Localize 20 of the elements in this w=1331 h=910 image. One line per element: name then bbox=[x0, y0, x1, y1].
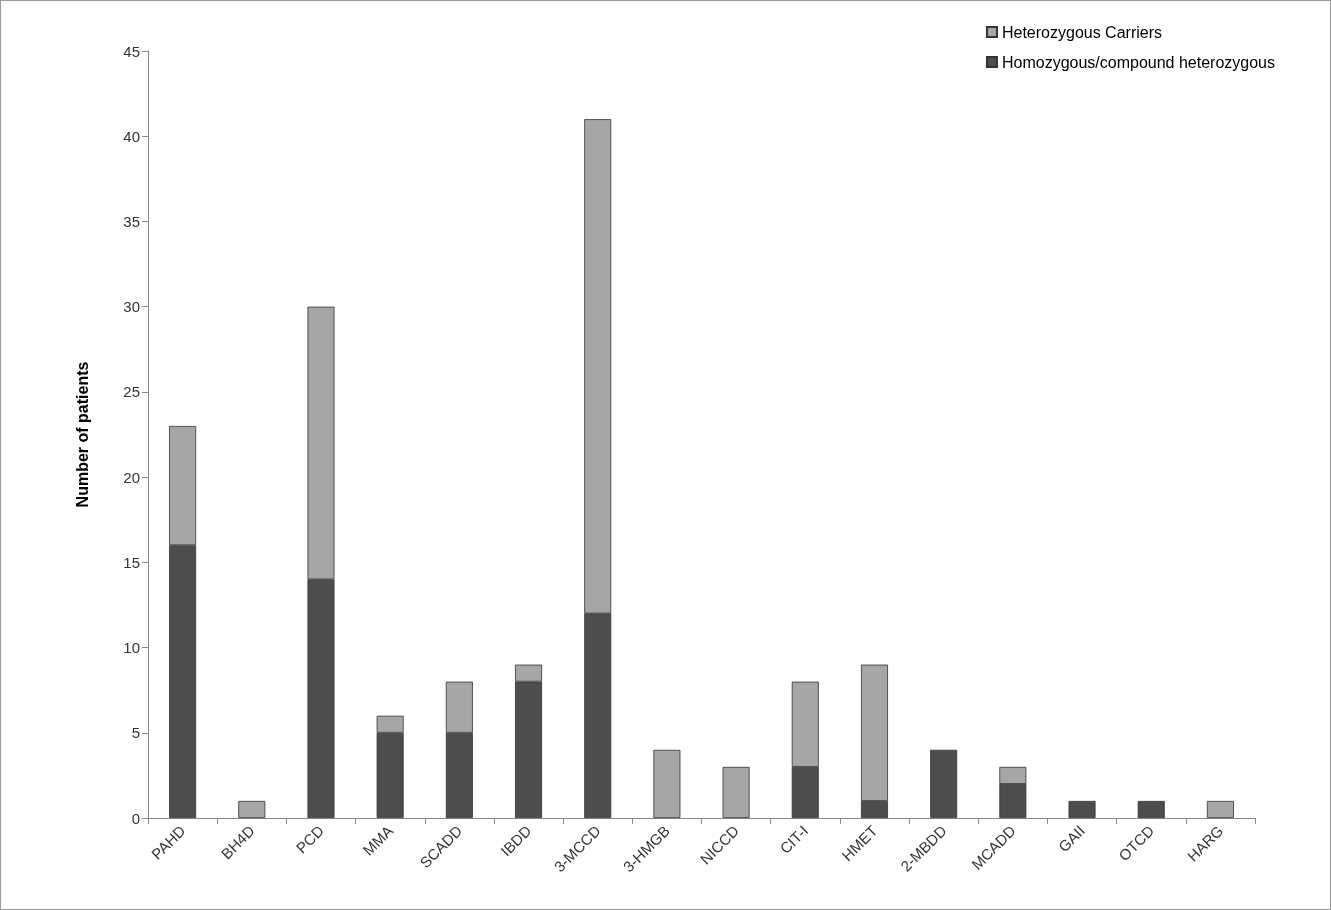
bar bbox=[653, 749, 681, 818]
y-tick-label: 35 bbox=[123, 212, 140, 230]
y-tick-label: 40 bbox=[123, 127, 140, 145]
y-tick-label: 10 bbox=[123, 639, 140, 657]
bar bbox=[722, 766, 750, 818]
y-tick-label: 30 bbox=[123, 298, 140, 316]
y-tick-label: 15 bbox=[123, 553, 140, 571]
y-tick-label: 0 bbox=[131, 809, 140, 827]
y-tick-label: 25 bbox=[123, 383, 140, 401]
bar bbox=[1137, 800, 1165, 818]
y-tick-label: 20 bbox=[123, 468, 140, 486]
legend-label: Heterozygous Carriers bbox=[1001, 23, 1163, 41]
bar bbox=[238, 800, 266, 818]
bar bbox=[930, 749, 958, 818]
y-tick-label: 45 bbox=[123, 42, 140, 60]
legend-label: Homozygous/compound heterozygous bbox=[1001, 53, 1275, 71]
y-tick-label: 5 bbox=[131, 724, 140, 742]
bar bbox=[1068, 800, 1096, 818]
bar bbox=[1206, 800, 1234, 818]
y-axis-title: Number of patients bbox=[73, 361, 91, 508]
